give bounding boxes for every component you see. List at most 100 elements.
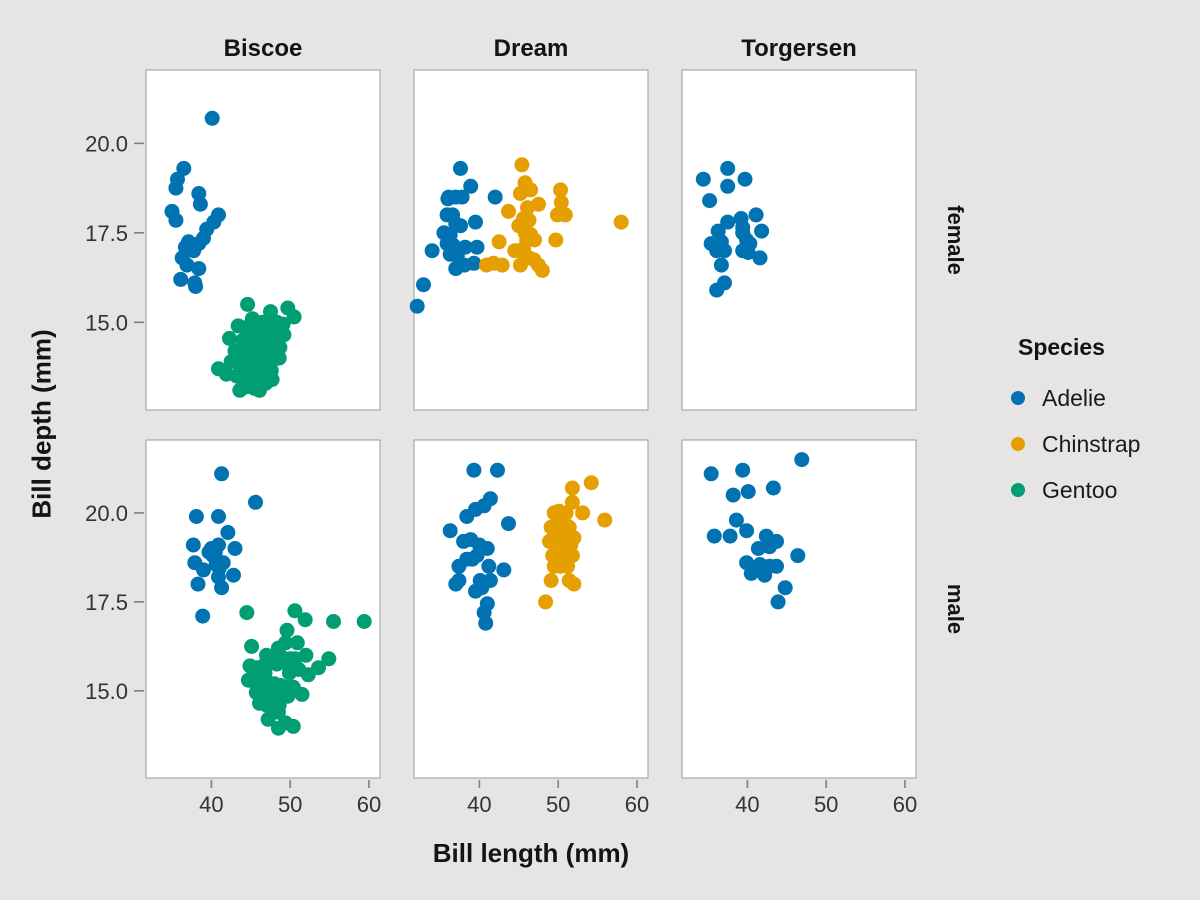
scatter-point-chinstrap [507, 243, 523, 259]
scatter-point-adelie [476, 498, 492, 514]
y-tick-label: 20.0 [85, 501, 128, 526]
legend-label-gentoo: Gentoo [1042, 476, 1118, 503]
scatter-point-adelie [743, 565, 759, 581]
scatter-point-chinstrap [494, 257, 510, 273]
facet-column-title-biscoe: Biscoe [224, 35, 303, 62]
scatter-point-adelie [777, 580, 793, 596]
y-tick-label: 15.0 [85, 679, 128, 704]
scatter-point-chinstrap [501, 203, 516, 219]
y-axis-title: Bill depth (mm) [26, 329, 57, 519]
legend-items: Adelie Chinstrap Gentoo [1004, 375, 1140, 513]
scatter-point-adelie [179, 257, 195, 273]
scatter-point-adelie [487, 189, 503, 205]
scatter-point-chinstrap [583, 475, 599, 491]
scatter-point-gentoo [287, 603, 303, 619]
scatter-point-adelie [728, 512, 744, 528]
scatter-point-adelie [702, 193, 718, 209]
x-axis-title: Bill length (mm) [432, 838, 630, 868]
scatter-point-adelie [211, 560, 227, 576]
scatter-point-adelie [737, 171, 753, 187]
scatter-point-adelie [248, 494, 263, 510]
scatter-point-chinstrap [597, 512, 613, 528]
scatter-point-adelie [442, 523, 458, 539]
scatter-point-gentoo [240, 296, 256, 312]
scatter-point-gentoo [285, 718, 301, 734]
scatter-point-gentoo [239, 605, 255, 621]
scatter-point-adelie [424, 243, 440, 259]
scatter-point-chinstrap [556, 541, 572, 556]
scatter-point-adelie [478, 615, 494, 631]
scatter-point-chinstrap [553, 182, 568, 198]
scatter-point-adelie [214, 466, 230, 482]
scatter-point-adelie [192, 196, 208, 212]
scatter-point-chinstrap [552, 525, 568, 540]
scatter-point-adelie [195, 608, 211, 624]
scatter-point-adelie [769, 558, 784, 574]
scatter-point-adelie [448, 576, 464, 592]
scatter-point-chinstrap [566, 530, 582, 546]
scatter-point-adelie [720, 160, 736, 176]
x-tick-label: 50 [278, 792, 302, 817]
scatter-point-adelie [186, 243, 202, 259]
scatter-point-adelie [706, 528, 722, 544]
scatter-point-adelie [722, 528, 738, 544]
scatter-point-gentoo [264, 372, 280, 388]
scatter-point-adelie [187, 275, 203, 291]
x-tick-label: 60 [893, 792, 917, 817]
scatter-point-adelie [416, 277, 431, 293]
x-tick-label: 40 [199, 792, 223, 817]
scatter-point-adelie [440, 191, 456, 207]
scatter-point-adelie [770, 594, 786, 610]
scatter-point-adelie [501, 516, 516, 532]
scatter-point-adelie [481, 558, 497, 574]
scatter-point-gentoo [291, 662, 307, 677]
panel-biscoe-male [145, 439, 381, 779]
x-tick-label: 50 [814, 792, 838, 817]
legend-item-chinstrap: Chinstrap [1004, 421, 1140, 467]
y-tick-label: 17.5 [85, 221, 128, 246]
scatter-point-adelie [740, 484, 756, 500]
scatter-point-gentoo [272, 339, 288, 355]
scatter-point-adelie [717, 243, 732, 259]
scatter-point-adelie [168, 180, 184, 196]
scatter-point-adelie [735, 462, 751, 478]
x-tick-label: 50 [546, 792, 570, 817]
scatter-point-adelie [713, 257, 729, 273]
scatter-point-adelie [757, 567, 773, 583]
scatter-point-chinstrap [512, 186, 528, 201]
scatter-point-adelie [474, 580, 490, 596]
legend-item-gentoo: Gentoo [1004, 467, 1140, 513]
facet-row-strip-male: male [943, 584, 968, 634]
scatter-point-adelie [168, 212, 184, 228]
y-tick-label: 17.5 [85, 590, 128, 615]
scatter-point-gentoo [286, 309, 302, 325]
scatter-point-gentoo [276, 327, 292, 343]
scatter-point-adelie [409, 298, 425, 314]
scatter-point-gentoo [270, 720, 286, 736]
scatter-point-chinstrap [538, 594, 554, 610]
scatter-point-adelie [463, 178, 479, 194]
scatter-point-gentoo [252, 382, 267, 398]
x-tick-label: 40 [735, 792, 759, 817]
scatter-point-adelie [204, 110, 220, 126]
legend-label-chinstrap: Chinstrap [1042, 430, 1141, 457]
scatter-point-adelie [457, 239, 473, 255]
scatter-point-adelie [754, 223, 770, 239]
scatter-point-adelie [190, 576, 206, 592]
legend-label-adelie: Adelie [1042, 384, 1106, 411]
scatter-point-adelie [453, 160, 468, 176]
scatter-point-adelie [173, 271, 189, 287]
scatter-point-gentoo [222, 330, 237, 346]
scatter-point-gentoo [271, 350, 287, 366]
scatter-point-chinstrap [613, 214, 629, 230]
panel-dream-male [413, 439, 649, 779]
scatter-point-chinstrap [564, 480, 580, 496]
scatter-point-adelie [695, 171, 711, 187]
scatter-point-gentoo [232, 382, 248, 398]
scatter-point-gentoo [289, 635, 305, 651]
scatter-point-adelie [226, 567, 241, 583]
scatter-point-adelie [750, 541, 766, 556]
scatter-point-chinstrap [543, 573, 559, 588]
